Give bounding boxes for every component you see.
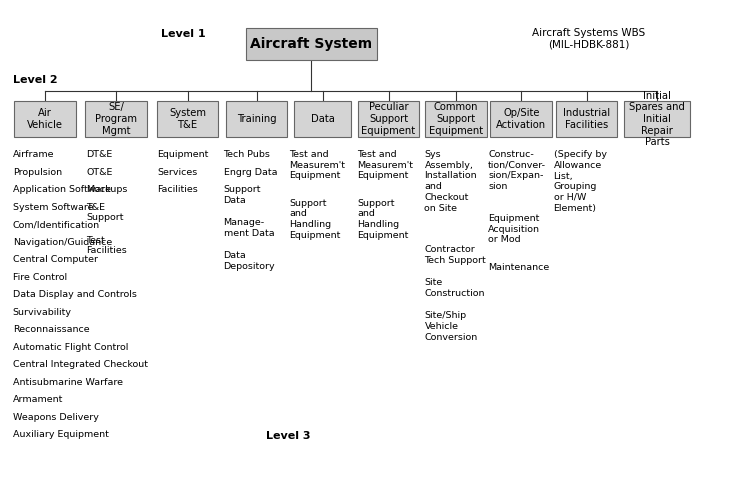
Text: Survivability: Survivability [13, 308, 72, 316]
Text: Equipment
Acquisition
or Mod: Equipment Acquisition or Mod [488, 214, 540, 244]
Text: Test and
Measurem't
Equipment: Test and Measurem't Equipment [290, 150, 346, 180]
FancyBboxPatch shape [14, 101, 76, 137]
Text: Central Integrated Checkout: Central Integrated Checkout [13, 360, 148, 369]
Text: Maintenance: Maintenance [488, 262, 550, 272]
Text: Data: Data [310, 114, 334, 124]
Text: System
T&E: System T&E [169, 108, 206, 130]
FancyBboxPatch shape [226, 101, 287, 137]
Text: Engrg Data: Engrg Data [224, 168, 277, 176]
Text: Level 1: Level 1 [161, 29, 206, 39]
FancyBboxPatch shape [246, 28, 376, 60]
Text: Weapons Delivery: Weapons Delivery [13, 412, 99, 422]
Text: Reconnaissance: Reconnaissance [13, 325, 89, 334]
Text: Propulsion: Propulsion [13, 168, 62, 176]
Text: Support
and
Handling
Equipment: Support and Handling Equipment [290, 198, 340, 240]
Text: Services: Services [158, 168, 198, 176]
FancyBboxPatch shape [294, 101, 350, 137]
Text: T&E
Support: T&E Support [86, 202, 124, 222]
Text: Training: Training [237, 114, 276, 124]
Text: Peculiar
Support
Equipment: Peculiar Support Equipment [362, 102, 416, 136]
Text: Armament: Armament [13, 395, 63, 404]
Text: Common
Support
Equipment: Common Support Equipment [429, 102, 483, 136]
Text: Test and
Measurem't
Equipment: Test and Measurem't Equipment [357, 150, 413, 180]
Text: Site/Ship
Vehicle
Conversion: Site/Ship Vehicle Conversion [424, 311, 478, 342]
Text: SE/
Program
Mgmt: SE/ Program Mgmt [95, 102, 137, 136]
Text: Sys
Assembly,
Installation
and
Checkout
on Site: Sys Assembly, Installation and Checkout … [424, 150, 477, 213]
FancyBboxPatch shape [157, 101, 218, 137]
FancyBboxPatch shape [490, 101, 552, 137]
Text: OT&E: OT&E [86, 168, 112, 176]
Text: Contractor
Tech Support: Contractor Tech Support [424, 245, 486, 265]
FancyBboxPatch shape [425, 101, 487, 137]
Text: Op/Site
Activation: Op/Site Activation [496, 108, 546, 130]
Text: Fire Control: Fire Control [13, 272, 67, 281]
Text: Antisubmarine Warfare: Antisubmarine Warfare [13, 378, 123, 386]
Text: Application Software: Application Software [13, 185, 111, 194]
Text: Industrial
Facilities: Industrial Facilities [563, 108, 610, 130]
Text: (Specify by
Allowance
List,
Grouping
or H/W
Element): (Specify by Allowance List, Grouping or … [554, 150, 607, 213]
Text: Com/Identification: Com/Identification [13, 220, 100, 229]
Text: Manage-
ment Data: Manage- ment Data [224, 218, 274, 238]
Text: Tech Pubs: Tech Pubs [224, 150, 270, 159]
Text: Test
Facilities: Test Facilities [86, 236, 127, 256]
Text: Facilities: Facilities [158, 185, 198, 194]
Text: Site
Construction: Site Construction [424, 278, 485, 297]
Text: Automatic Flight Control: Automatic Flight Control [13, 342, 128, 351]
Text: Data
Depository: Data Depository [224, 251, 275, 271]
Text: Navigation/Guidance: Navigation/Guidance [13, 238, 112, 246]
FancyBboxPatch shape [358, 101, 419, 137]
Text: Initial
Spares and
Initial
Repair
Parts: Initial Spares and Initial Repair Parts [629, 91, 685, 147]
Text: Support
and
Handling
Equipment: Support and Handling Equipment [357, 198, 408, 240]
Text: Aircraft System: Aircraft System [251, 37, 372, 51]
Text: Equipment: Equipment [158, 150, 209, 159]
FancyBboxPatch shape [86, 101, 147, 137]
Text: Auxiliary Equipment: Auxiliary Equipment [13, 430, 109, 439]
Text: Mockups: Mockups [86, 185, 128, 194]
FancyBboxPatch shape [624, 101, 690, 137]
Text: Air
Vehicle: Air Vehicle [27, 108, 63, 130]
Text: System Software: System Software [13, 202, 93, 211]
Text: Aircraft Systems WBS
(MIL-HDBK-881): Aircraft Systems WBS (MIL-HDBK-881) [532, 28, 645, 49]
Text: Construc-
tion/Conver-
sion/Expan-
sion: Construc- tion/Conver- sion/Expan- sion [488, 150, 546, 191]
Text: Level 2: Level 2 [13, 75, 58, 85]
Text: Support
Data: Support Data [224, 185, 261, 205]
Text: Level 3: Level 3 [266, 431, 311, 441]
Text: Data Display and Controls: Data Display and Controls [13, 290, 136, 299]
Text: DT&E: DT&E [86, 150, 112, 159]
FancyBboxPatch shape [556, 101, 617, 137]
Text: Airframe: Airframe [13, 150, 54, 159]
Text: Central Computer: Central Computer [13, 255, 98, 264]
